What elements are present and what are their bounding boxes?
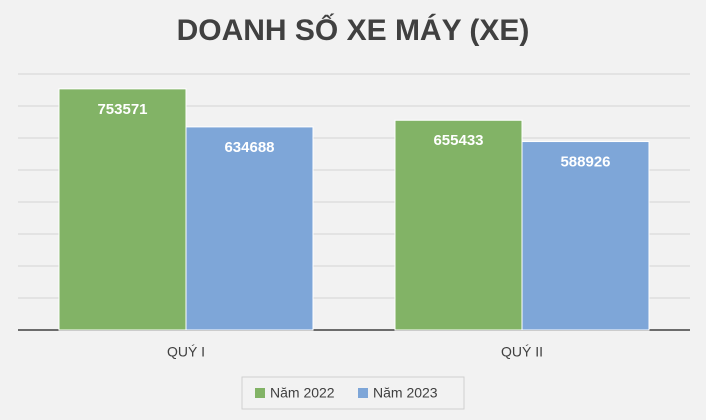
bar (394, 119, 523, 331)
value-label: 588926 (560, 154, 610, 171)
legend-frame (241, 376, 465, 410)
legend-swatch (255, 388, 265, 398)
value-label: 634688 (224, 139, 274, 156)
legend-swatch (358, 388, 368, 398)
bar (521, 141, 650, 331)
bar (58, 88, 187, 331)
x-tick-label: QUÝ II (501, 344, 543, 360)
legend-label: Năm 2022 (270, 385, 335, 401)
value-label: 655433 (433, 132, 483, 149)
chart-title: DOANH SỐ XE MÁY (XE) (177, 13, 530, 47)
bar (185, 126, 314, 331)
x-tick-label: QUÝ I (167, 344, 205, 360)
value-label: 753571 (97, 101, 147, 118)
legend-label: Năm 2023 (373, 385, 438, 401)
